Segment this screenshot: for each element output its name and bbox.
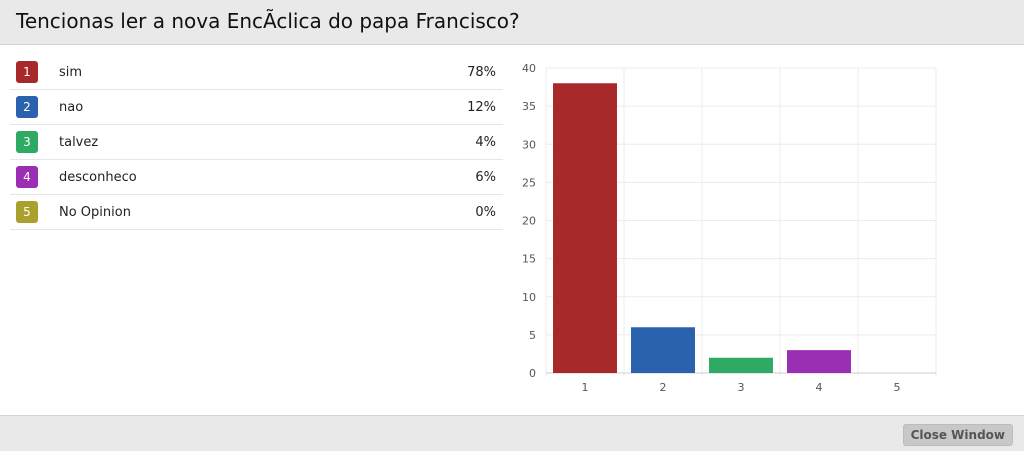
- y-tick-label: 30: [522, 138, 536, 151]
- x-tick-label: 2: [660, 381, 667, 394]
- y-tick-label: 25: [522, 176, 536, 189]
- option-percent: 78%: [467, 65, 496, 80]
- option-percent: 6%: [475, 170, 496, 185]
- x-tick-label: 3: [738, 381, 745, 394]
- x-tick-label: 1: [582, 381, 589, 394]
- x-tick-label: 4: [816, 381, 823, 394]
- y-tick-label: 0: [529, 367, 536, 380]
- option-number-badge: 2: [16, 96, 38, 118]
- bar-option-3: [709, 357, 773, 373]
- option-label: sim: [59, 65, 83, 80]
- y-tick-label: 20: [522, 215, 536, 228]
- option-percent: 0%: [475, 205, 496, 220]
- option-row: 2 nao 12%: [10, 90, 503, 125]
- option-number-badge: 5: [16, 201, 38, 223]
- option-label: talvez: [59, 135, 99, 150]
- option-percent: 4%: [475, 135, 496, 150]
- options-list: 1 sim 78% 2 nao 12% 3 talvez 4% 4 descon…: [10, 55, 503, 230]
- option-percent: 12%: [467, 100, 496, 115]
- option-row: 3 talvez 4%: [10, 125, 503, 160]
- close-window-button[interactable]: Close Window: [902, 424, 1013, 446]
- poll-header: Tencionas ler a nova EncÃclica do papa F…: [0, 0, 1024, 45]
- y-tick-label: 40: [522, 62, 536, 75]
- poll-footer: Close Window: [0, 415, 1024, 451]
- poll-title: Tencionas ler a nova EncÃclica do papa F…: [16, 9, 520, 33]
- option-number-badge: 4: [16, 166, 38, 188]
- option-number-badge: 1: [16, 61, 38, 83]
- option-row: 1 sim 78%: [10, 55, 503, 90]
- y-tick-label: 10: [522, 291, 536, 304]
- y-tick-label: 35: [522, 100, 536, 113]
- bar-option-2: [631, 327, 695, 373]
- option-label: nao: [59, 100, 84, 115]
- y-tick-label: 5: [529, 329, 536, 342]
- x-tick-label: 5: [894, 381, 901, 394]
- bar-option-1: [553, 83, 617, 373]
- results-bar-chart: 0 5 10 15 20 25 30 35 40 1 2 3 4 5: [522, 62, 937, 394]
- option-label: desconheco: [59, 170, 137, 185]
- bar-option-4: [787, 350, 851, 373]
- option-number-badge: 3: [16, 131, 38, 153]
- option-row: 5 No Opinion 0%: [10, 195, 503, 230]
- option-row: 4 desconheco 6%: [10, 160, 503, 195]
- y-tick-label: 15: [522, 253, 536, 266]
- option-label: No Opinion: [59, 205, 131, 220]
